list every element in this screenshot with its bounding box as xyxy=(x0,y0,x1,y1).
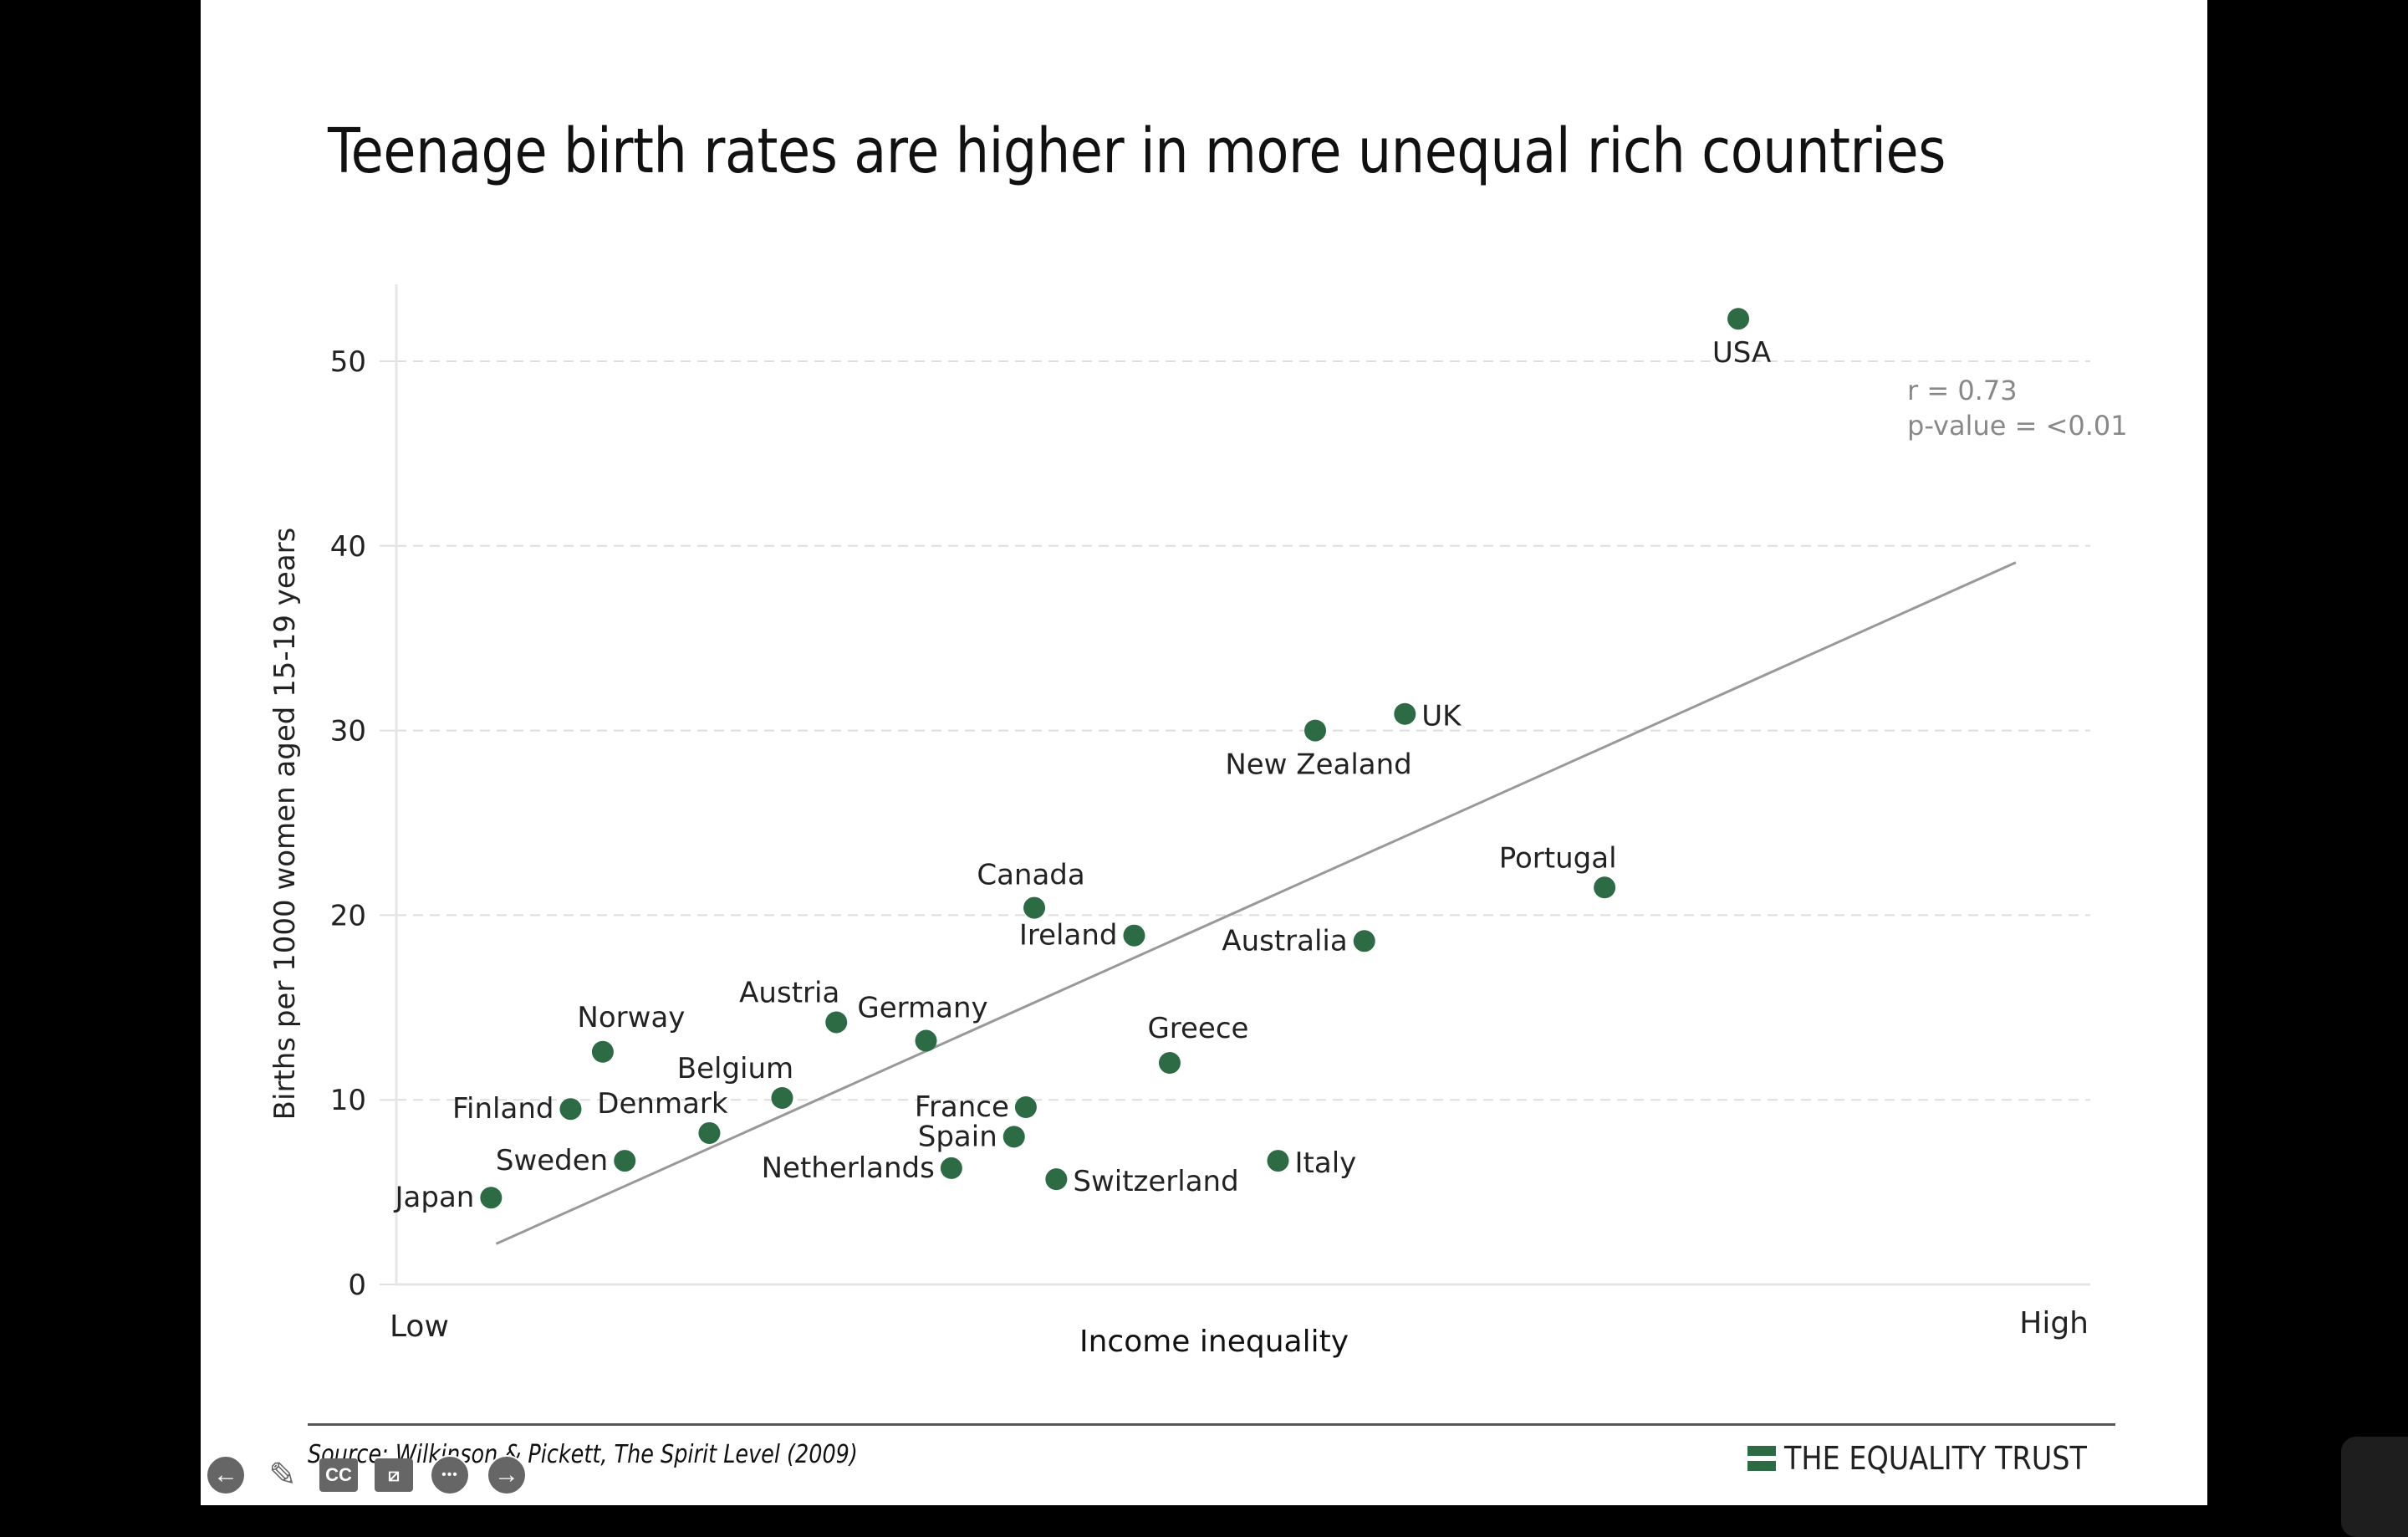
camera-off-icon: ⧄ xyxy=(388,1464,400,1485)
data-point-spain xyxy=(1002,1126,1025,1148)
data-point-netherlands xyxy=(940,1157,962,1179)
data-point-switzerland xyxy=(1045,1168,1068,1191)
data-point-uk xyxy=(1394,702,1416,725)
data-label: Japan xyxy=(394,1181,475,1214)
data-label: Netherlands xyxy=(762,1151,935,1185)
data-label: Germany xyxy=(857,992,987,1025)
ellipsis-icon: ••• xyxy=(441,1468,458,1482)
data-label: Finland xyxy=(452,1092,554,1126)
arrow-right-icon: → xyxy=(494,1461,519,1488)
scatter-plot: 0 10 20 30 40 50 Births per 1000 women aged 1… xyxy=(268,284,2128,1359)
closed-captions-icon: CC xyxy=(325,1464,352,1485)
data-point-france xyxy=(1014,1096,1037,1119)
data-label: Canada xyxy=(977,859,1084,892)
data-label: Sweden xyxy=(496,1144,608,1177)
data-label: Denmark xyxy=(597,1087,728,1121)
data-label: Switzerland xyxy=(1073,1165,1238,1198)
data-point-belgium xyxy=(771,1086,793,1109)
y-tick-label: 10 xyxy=(330,1084,366,1117)
pen-button[interactable]: ✎ xyxy=(263,1455,303,1495)
y-tick-label: 50 xyxy=(330,345,366,379)
slide xyxy=(201,0,2207,1505)
data-label: Ireland xyxy=(1019,919,1118,952)
data-point-norway xyxy=(591,1040,614,1063)
arrow-left-icon: ← xyxy=(213,1461,238,1488)
data-point-austria xyxy=(825,1011,848,1034)
data-label: Australia xyxy=(1222,924,1347,957)
data-label: Austria xyxy=(739,976,839,1009)
data-point-usa xyxy=(1727,308,1750,330)
y-axis-label: Births per 1000 women aged 15-19 years xyxy=(268,528,302,1121)
data-point-australia xyxy=(1353,930,1375,952)
data-point-canada xyxy=(1023,896,1046,919)
brand-name: THE EQUALITY TRUST xyxy=(1784,1440,2087,1477)
previous-slide-button[interactable]: ← xyxy=(206,1455,246,1495)
data-label: Greece xyxy=(1147,1012,1248,1045)
data-label: Norway xyxy=(577,1001,685,1034)
data-point-italy xyxy=(1267,1150,1289,1172)
p-value: p-value = <0.01 xyxy=(1907,410,2128,442)
gridlines xyxy=(380,360,2090,1285)
captions-button[interactable]: CC xyxy=(319,1458,358,1492)
data-label: France xyxy=(915,1090,1009,1124)
data-point-denmark xyxy=(698,1121,721,1144)
data-label: UK xyxy=(1421,700,1462,733)
data-point-greece xyxy=(1158,1052,1181,1075)
footer-divider xyxy=(308,1423,2115,1426)
y-tick-labels: 0 10 20 30 40 50 xyxy=(330,345,366,1302)
chart-title: Teenage birth rates are higher in more u… xyxy=(328,115,1946,187)
data-points xyxy=(480,308,1750,1209)
data-label: USA xyxy=(1712,336,1771,370)
pen-icon: ✎ xyxy=(268,1457,297,1494)
x-tick-high: High xyxy=(2019,1306,2089,1340)
data-label: New Zealand xyxy=(1225,748,1411,782)
data-point-sweden xyxy=(614,1150,636,1172)
brand-logo: THE EQUALITY TRUST xyxy=(1747,1440,2128,1477)
presentation-toolbar: ← ✎ CC ⧄ ••• → xyxy=(206,1455,527,1495)
data-point-germany xyxy=(915,1029,937,1052)
r-value: r = 0.73 xyxy=(1907,375,2018,406)
y-tick-label: 40 xyxy=(330,530,366,564)
overlay-panel-corner xyxy=(2341,1437,2408,1537)
next-slide-button[interactable]: → xyxy=(487,1455,527,1495)
data-label: Italy xyxy=(1295,1146,1357,1180)
data-point-new-zealand xyxy=(1304,719,1327,742)
x-axis-label: Income inequality xyxy=(1079,1325,1349,1359)
y-tick-label: 0 xyxy=(348,1269,366,1302)
more-options-button[interactable]: ••• xyxy=(430,1455,470,1495)
data-point-ireland xyxy=(1123,924,1145,947)
trend-line xyxy=(495,561,2017,1245)
data-label: Belgium xyxy=(677,1052,793,1085)
data-point-finland xyxy=(559,1098,582,1121)
y-tick-label: 20 xyxy=(330,899,366,932)
data-point-portugal xyxy=(1594,876,1616,899)
data-point-japan xyxy=(480,1187,503,1209)
equality-trust-logo-icon xyxy=(1747,1446,1776,1471)
y-tick-label: 30 xyxy=(330,715,366,748)
x-tick-low: Low xyxy=(390,1310,449,1344)
camera-button[interactable]: ⧄ xyxy=(375,1458,413,1492)
data-label: Portugal xyxy=(1499,841,1617,875)
data-label: Spain xyxy=(918,1120,997,1153)
